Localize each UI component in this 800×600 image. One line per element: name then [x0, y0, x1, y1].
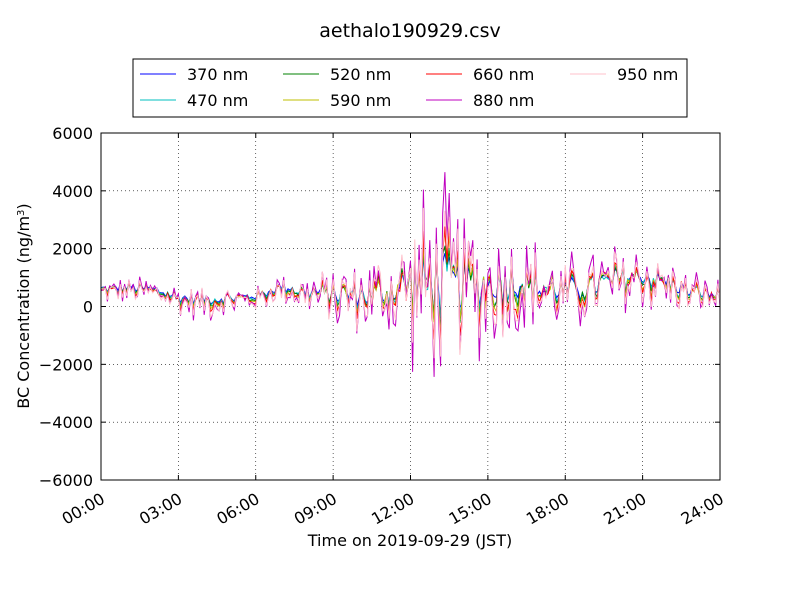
- legend-box: [132, 58, 688, 118]
- chart-title: aethalo190929.csv: [319, 20, 501, 42]
- y-tick-label: −2000: [39, 355, 93, 374]
- y-axis-title-end: ): [14, 203, 33, 209]
- y-axis-title: BC Concentration (ng/m3): [14, 203, 33, 408]
- y-tick-label: 2000: [52, 240, 93, 259]
- y-tick-label: −4000: [39, 413, 93, 432]
- legend-label: 520 nm: [330, 65, 391, 84]
- y-tick-label: 0: [83, 298, 93, 317]
- legend-label: 880 nm: [473, 91, 534, 110]
- y-axis-title-main: BC Concentration (ng/m: [14, 216, 33, 409]
- x-axis-title: Time on 2019-09-29 (JST): [307, 531, 512, 550]
- legend: 370 nm 470 nm 520 nm 590 nm 660 nm 880 nm 950 …: [132, 58, 688, 118]
- series-layer: [101, 172, 720, 377]
- y-axis-title-sup: 3: [16, 210, 27, 216]
- y-tick-label: −6000: [39, 471, 93, 490]
- y-tick-label: 6000: [52, 124, 93, 143]
- legend-label: 950 nm: [617, 65, 678, 84]
- series-line-950-nm: [101, 207, 720, 359]
- legend-label: 590 nm: [330, 91, 391, 110]
- legend-label: 470 nm: [187, 91, 248, 110]
- legend-label: 370 nm: [187, 65, 248, 84]
- y-tick-label: 4000: [52, 182, 93, 201]
- legend-label: 660 nm: [473, 65, 534, 84]
